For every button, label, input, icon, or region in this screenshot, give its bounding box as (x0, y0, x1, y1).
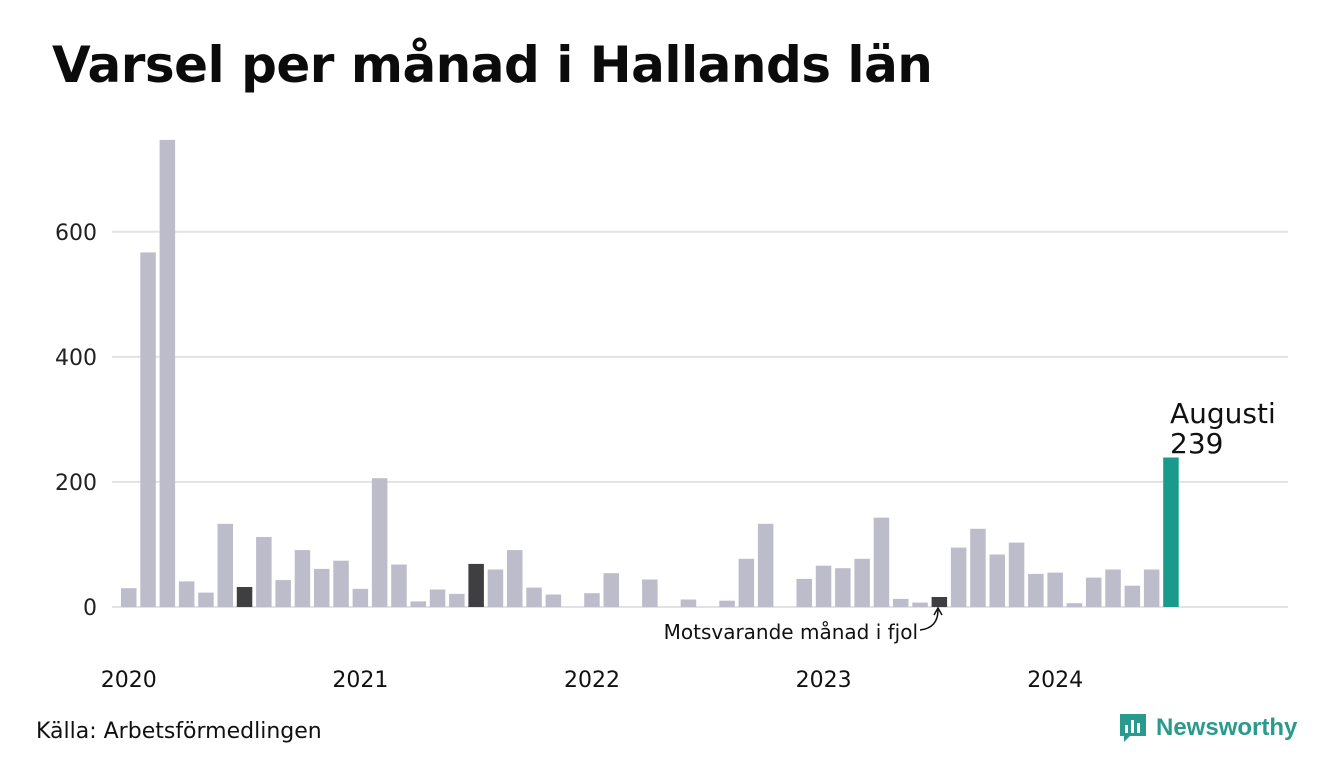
bar (738, 558, 755, 607)
bar (468, 563, 484, 607)
y-tick-label: 400 (55, 346, 97, 371)
bar (1124, 585, 1141, 607)
x-tick-label: 2021 (332, 668, 388, 693)
bar (1086, 577, 1102, 607)
bar (198, 592, 214, 607)
annotation-text: Motsvarande månad i fjol (664, 620, 918, 644)
bar (912, 602, 928, 607)
annotation-group: Motsvarande månad i fjol (664, 606, 943, 644)
y-tick-label: 0 (83, 596, 97, 621)
bar (217, 523, 233, 607)
newsworthy-icon (1120, 714, 1146, 742)
bar (159, 139, 176, 607)
x-tick-label: 2023 (796, 668, 852, 693)
bar (1105, 569, 1121, 607)
x-axis-ticks: 2020 2021 2022 2023 2024 (101, 668, 1083, 693)
y-axis-ticks: 0 200 400 600 (55, 221, 97, 621)
annotation-arrow (919, 609, 939, 631)
bar (989, 554, 1005, 607)
bar (314, 568, 330, 607)
bar (256, 537, 272, 607)
bar (1008, 542, 1025, 607)
bar (429, 589, 446, 607)
highlight-label: Augusti (1170, 397, 1276, 430)
bars (121, 139, 1179, 607)
source-note: Källa: Arbetsförmedlingen (36, 719, 322, 744)
bar (893, 598, 909, 607)
bar (487, 569, 504, 607)
bar (1028, 573, 1044, 607)
bar (449, 593, 465, 607)
bar (526, 587, 542, 607)
bar (815, 565, 832, 607)
bar (352, 588, 369, 607)
y-tick-label: 200 (55, 471, 97, 496)
highlight-value: 239 (1170, 427, 1223, 460)
bar (333, 560, 349, 607)
bar (275, 580, 291, 607)
chart-title: Varsel per månad i Hallands län (52, 36, 933, 94)
bar (796, 578, 812, 607)
bar (410, 601, 426, 607)
bar (854, 558, 870, 607)
x-tick-label: 2020 (101, 668, 157, 693)
bar (931, 597, 948, 607)
bar (121, 588, 137, 607)
bar (507, 550, 523, 607)
bar (1143, 569, 1160, 607)
bar (642, 579, 658, 607)
bar (757, 523, 774, 607)
bar (545, 594, 562, 607)
bar (873, 517, 890, 607)
bar (140, 252, 156, 607)
brand-logo: Newsworthy (1118, 712, 1297, 744)
grid-lines (112, 230, 1288, 608)
bar-highlight (1163, 457, 1179, 607)
bar (603, 573, 619, 607)
brand-name: Newsworthy (1156, 714, 1298, 741)
annotation-arrowhead (933, 606, 943, 616)
bar (1066, 603, 1083, 607)
bar (1047, 572, 1063, 607)
bar (391, 564, 407, 607)
bar (584, 593, 600, 607)
bar (236, 587, 253, 607)
bar (371, 478, 388, 607)
bar (178, 581, 195, 607)
bar (835, 568, 851, 607)
y-tick-label: 600 (55, 221, 97, 246)
x-tick-label: 2024 (1027, 668, 1083, 693)
bar (719, 600, 735, 607)
bar (950, 547, 967, 607)
bar (294, 550, 311, 607)
x-tick-label: 2022 (564, 668, 620, 693)
bar (970, 528, 986, 607)
bar (680, 599, 697, 607)
